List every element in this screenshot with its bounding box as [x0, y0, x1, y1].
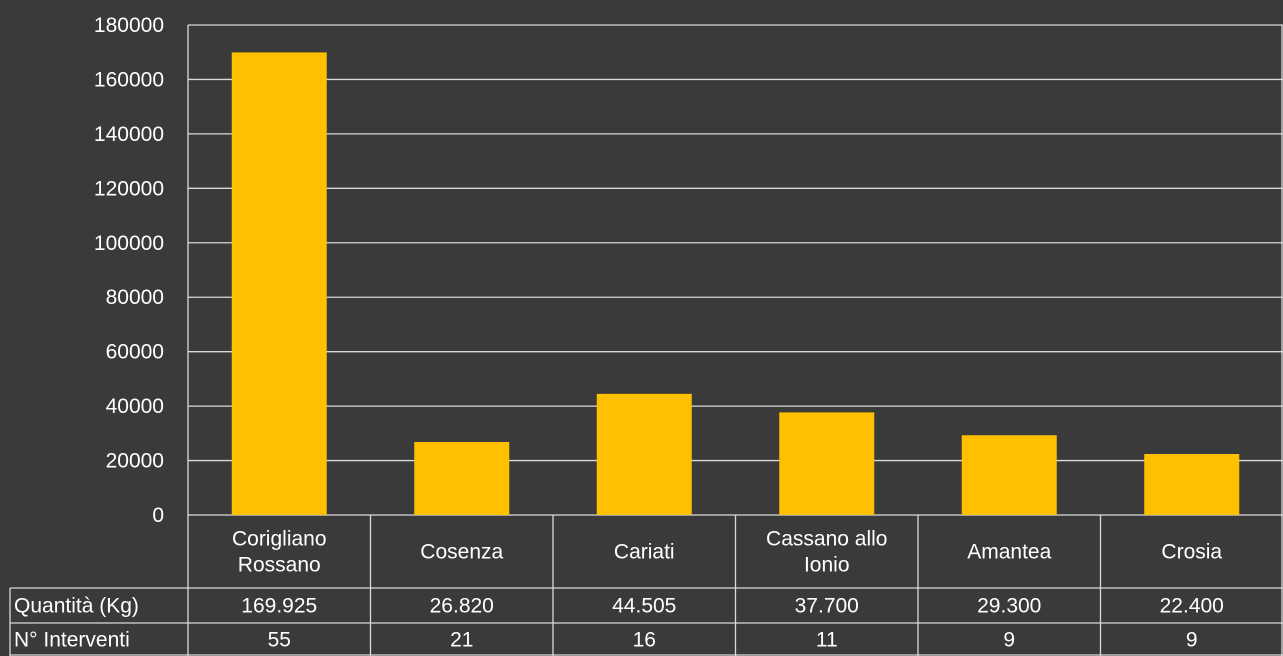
- data-label: 29.300: [977, 595, 1041, 618]
- data-label: 22.400: [1160, 595, 1224, 618]
- y-axis-ticks: 0 20000 40000 60000 80000 100000 120000 140000 1…: [94, 14, 164, 527]
- bar: [961, 435, 1057, 515]
- bar: [231, 52, 327, 515]
- data-label: 16: [633, 629, 656, 652]
- y-tick-label: 100000: [94, 232, 164, 255]
- data-label: 37.700: [795, 595, 859, 618]
- gridlines: [188, 24, 1283, 516]
- data-label: 44.505: [612, 595, 676, 618]
- y-tick-label: 80000: [106, 286, 164, 309]
- y-tick-label: 20000: [106, 450, 164, 473]
- data-label: 169.925: [241, 595, 317, 618]
- data-table: Corigliano Rossano Cosenza Cariati Cassano a…: [9, 25, 1283, 656]
- data-label: 26.820: [430, 595, 494, 618]
- category-label: Cassano allo: [766, 528, 887, 551]
- category-label: Amantea: [967, 541, 1051, 564]
- bar: [596, 393, 692, 515]
- y-tick-label: 120000: [94, 177, 164, 200]
- y-tick-label: 140000: [94, 123, 164, 146]
- category-label: Cariati: [614, 541, 675, 564]
- data-label: 11: [816, 629, 838, 652]
- bars: [231, 52, 1240, 515]
- y-tick-label: 40000: [106, 395, 164, 418]
- category-label: Corigliano: [232, 528, 327, 551]
- data-label: 9: [1186, 629, 1198, 652]
- data-label: 55: [268, 629, 291, 652]
- y-tick-label: 180000: [94, 14, 164, 37]
- y-tick-label: 60000: [106, 341, 164, 364]
- category-label: Cosenza: [420, 541, 503, 564]
- data-label: 21: [450, 629, 473, 652]
- bar: [414, 441, 510, 515]
- y-tick-label: 0: [152, 504, 164, 527]
- category-label: Rossano: [238, 554, 321, 577]
- category-label: Crosia: [1161, 541, 1222, 564]
- row-label: Quantità (Kg): [14, 595, 139, 618]
- row-label: N° Interventi: [14, 629, 130, 652]
- bar: [1144, 454, 1240, 515]
- bar: [779, 412, 875, 515]
- data-label: 9: [1003, 629, 1015, 652]
- category-label: Ionio: [804, 554, 850, 577]
- y-tick-label: 160000: [94, 68, 164, 91]
